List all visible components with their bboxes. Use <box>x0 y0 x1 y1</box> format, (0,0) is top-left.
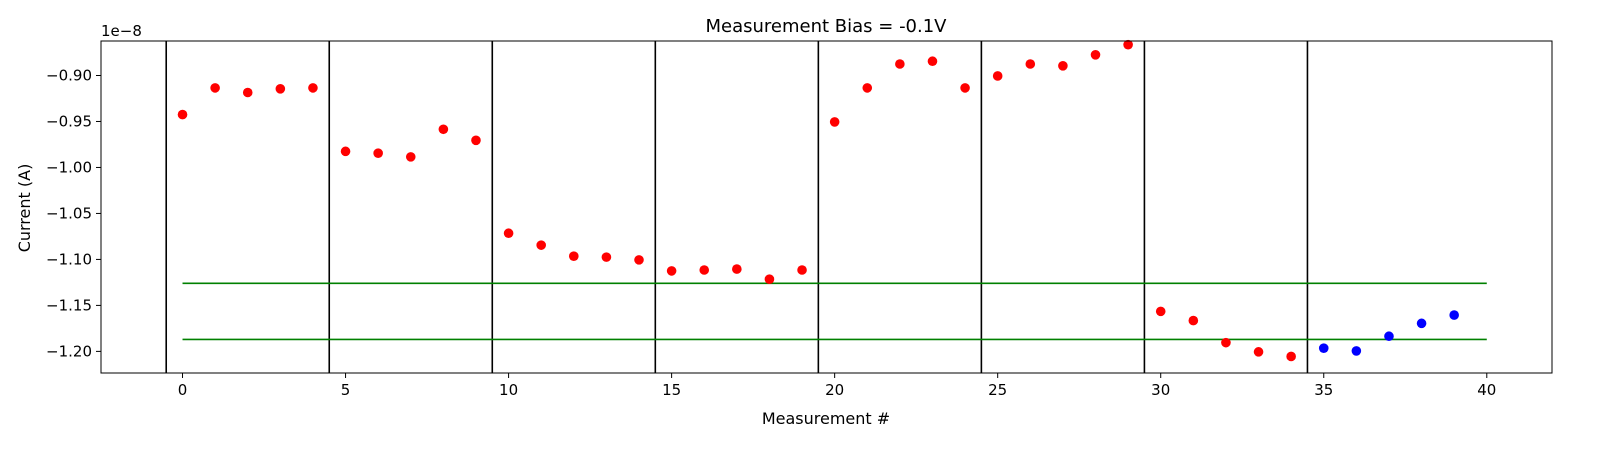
x-tick-label: 20 <box>825 381 844 399</box>
data-point <box>1090 49 1101 60</box>
data-point <box>601 252 612 262</box>
data-point <box>797 265 807 275</box>
data-point <box>1253 347 1264 357</box>
y-tick-label: −0.90 <box>46 66 92 84</box>
data-point <box>405 152 416 162</box>
data-point <box>960 83 970 93</box>
data-point <box>927 56 938 67</box>
data-point <box>732 264 742 274</box>
data-point <box>373 148 383 158</box>
data-point <box>503 228 514 239</box>
data-point <box>340 146 351 157</box>
y-tick-label: −0.95 <box>46 112 92 130</box>
data-point <box>1449 310 1459 320</box>
data-point <box>1123 39 1133 50</box>
data-point <box>666 266 677 276</box>
data-point <box>1416 318 1427 329</box>
data-point <box>1058 61 1068 71</box>
data-point <box>438 124 449 135</box>
data-point <box>308 83 318 93</box>
x-tick-label: 40 <box>1477 381 1496 399</box>
data-point <box>177 109 188 120</box>
data-point <box>895 59 905 69</box>
x-tick-label: 35 <box>1314 381 1333 399</box>
data-point <box>634 255 644 265</box>
data-point <box>536 240 546 250</box>
data-point <box>1221 337 1231 348</box>
data-point <box>862 83 873 93</box>
x-axis-label: Measurement # <box>762 409 890 428</box>
y-tick-label: −1.10 <box>46 250 92 268</box>
data-point <box>568 251 579 262</box>
y-offset-label: 1e−8 <box>101 22 142 40</box>
data-point <box>1384 331 1394 342</box>
y-tick-label: −1.00 <box>46 158 92 176</box>
data-point <box>699 265 710 275</box>
x-tick-label: 10 <box>499 381 518 399</box>
data-point <box>471 135 481 146</box>
x-tick-label: 30 <box>1151 381 1170 399</box>
data-point <box>1351 346 1362 356</box>
y-tick-label: −1.15 <box>46 296 92 314</box>
data-point <box>992 71 1003 81</box>
data-point <box>829 117 840 127</box>
axes-frame <box>100 40 1553 374</box>
data-point <box>1318 343 1329 353</box>
y-tick-label: −1.05 <box>46 204 92 222</box>
plot-area: 0 5 10 15 20 25 30 35 40 −0.90 −0.95 −1.00 −1.05 −1.1… <box>46 39 1553 399</box>
data-point <box>764 274 775 284</box>
chart-title: Measurement Bias = -0.1V <box>705 16 947 37</box>
data-point <box>275 84 286 94</box>
data-point <box>1155 306 1166 317</box>
x-tick-label: 5 <box>341 381 351 399</box>
data-point <box>210 83 220 93</box>
x-tick-label: 15 <box>662 381 681 399</box>
data-point <box>1188 315 1199 326</box>
y-tick-label: −1.20 <box>46 342 92 360</box>
x-tick-label: 0 <box>178 381 188 399</box>
data-point <box>1286 351 1296 362</box>
data-point <box>1025 59 1036 69</box>
x-tick-label: 25 <box>988 381 1007 399</box>
data-point <box>242 87 253 98</box>
y-axis-label: Current (A) <box>15 164 34 253</box>
